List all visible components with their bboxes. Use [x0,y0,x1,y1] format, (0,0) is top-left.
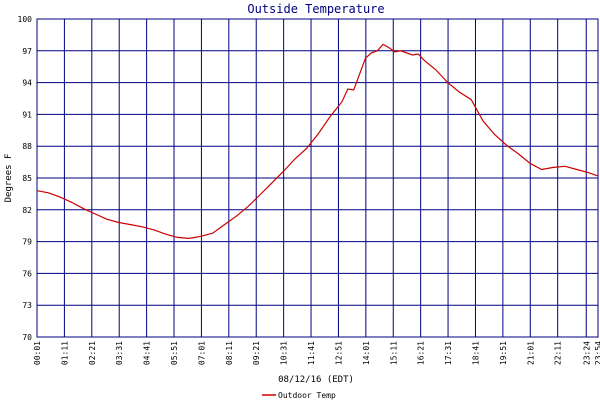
y-tick-label: 91 [22,110,32,119]
x-tick-label: 23:54 [594,341,600,365]
x-tick-label: 12:51 [334,341,343,365]
plot-frame [36,18,599,338]
grid [36,18,599,338]
chart-title: Outside Temperature [247,2,384,16]
legend: Outdoor Temp [262,391,336,400]
x-tick-label: 14:01 [362,341,371,365]
y-tick-label: 88 [22,142,32,151]
x-tick-label: 23:24 [582,341,591,365]
x-tick-label: 07:01 [197,341,206,365]
x-axis-label: 08/12/16 (EDT) [278,375,354,385]
x-tick-label: 18:41 [471,341,480,365]
x-tick-label: 03:31 [115,341,124,365]
x-tick-label: 00:01 [33,341,42,365]
x-tick-label: 08:11 [225,341,234,365]
x-tick-label: 17:31 [444,341,453,365]
x-tick-label: 01:11 [60,341,69,365]
x-tick-label: 05:51 [170,341,179,365]
y-tick-label: 97 [22,47,32,56]
x-axis-ticks: 00:01 01:11 02:21 03:31 04:41 05:51 07:01 08:11… [33,341,600,365]
x-tick-label: 10:31 [280,341,289,365]
x-tick-label: 19:51 [499,341,508,365]
y-tick-label: 76 [22,269,32,278]
x-tick-label: 09:21 [252,341,261,365]
y-axis-label: Degrees F [4,154,14,203]
x-tick-label: 15:11 [389,341,398,365]
y-tick-label: 79 [22,238,32,247]
x-tick-label: 11:41 [307,341,316,365]
series-line-outdoor-temp [36,43,599,240]
y-tick-label: 94 [22,79,32,88]
x-tick-label: 16:21 [417,341,426,365]
y-tick-label: 100 [18,15,33,24]
x-tick-label: 22:11 [554,341,563,365]
x-tick-label: 02:21 [88,341,97,365]
y-tick-label: 70 [22,333,32,342]
y-tick-label: 73 [22,301,32,310]
x-tick-label: 21:01 [526,341,535,365]
y-tick-label: 82 [22,206,32,215]
legend-label-outdoor-temp: Outdoor Temp [278,391,336,400]
x-tick-label: 04:41 [143,341,152,365]
y-axis-ticks: 70 73 76 79 82 85 88 91 94 97 100 [18,15,33,342]
y-tick-label: 85 [22,174,32,183]
